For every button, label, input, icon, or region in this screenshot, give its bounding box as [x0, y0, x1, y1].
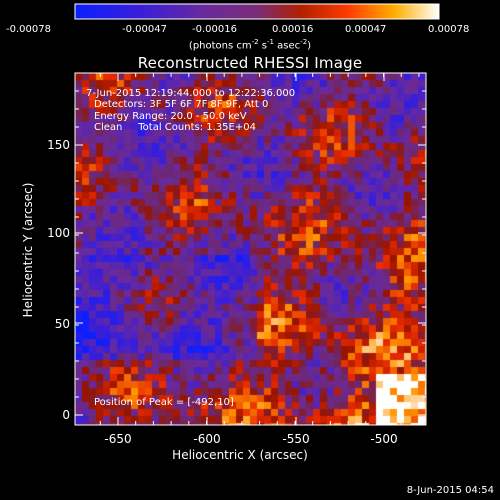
- colorbar-tick: -0.00016: [192, 24, 237, 35]
- plot-title: Reconstructed RHESSI Image: [137, 54, 363, 72]
- colorbar-tick: 0.00047: [345, 24, 387, 35]
- energy-range-text: Energy Range: 20.0 - 50.0 keV: [94, 111, 247, 122]
- time-range-text: 7-Jun-2015 12:19:44.000 to 12:22:36.000: [86, 88, 296, 99]
- rhessi-image: [75, 73, 426, 425]
- peak-position-text: Position of Peak = [-492,10]: [94, 397, 234, 408]
- colorbar-tick: -0.00078: [6, 24, 51, 35]
- x-axis-label: Heliocentric X (arcsec): [172, 448, 308, 462]
- y-tick-label: 0: [62, 408, 70, 422]
- y-axis-label: Heliocentric Y (arcsec): [21, 182, 35, 318]
- x-tick-label: -650: [104, 432, 132, 446]
- y-tick-label: 50: [54, 317, 70, 331]
- colorbar-units: (photons cm-2 s-1 asec-2): [188, 38, 312, 52]
- y-tick-label: 100: [47, 226, 70, 240]
- footer-date: 8-Jun-2015 04:54: [406, 485, 494, 496]
- x-tick-label: -500: [370, 432, 398, 446]
- colorbar-svg: [74, 3, 440, 20]
- x-tick-label: -550: [282, 432, 310, 446]
- colorbar: [74, 3, 440, 20]
- detectors-text: Detectors: 3F 5F 6F 7F 8F 9F, Att 0: [94, 99, 269, 110]
- colorbar-tick: 0.00016: [272, 24, 314, 35]
- x-tick-label: -600: [193, 432, 221, 446]
- clean-counts-text: Clean Total Counts: 1.35E+04: [94, 122, 256, 133]
- y-tick-label: 150: [47, 138, 70, 152]
- colorbar-tick: -0.00047: [122, 24, 167, 35]
- colorbar-tick: 0.00078: [428, 24, 470, 35]
